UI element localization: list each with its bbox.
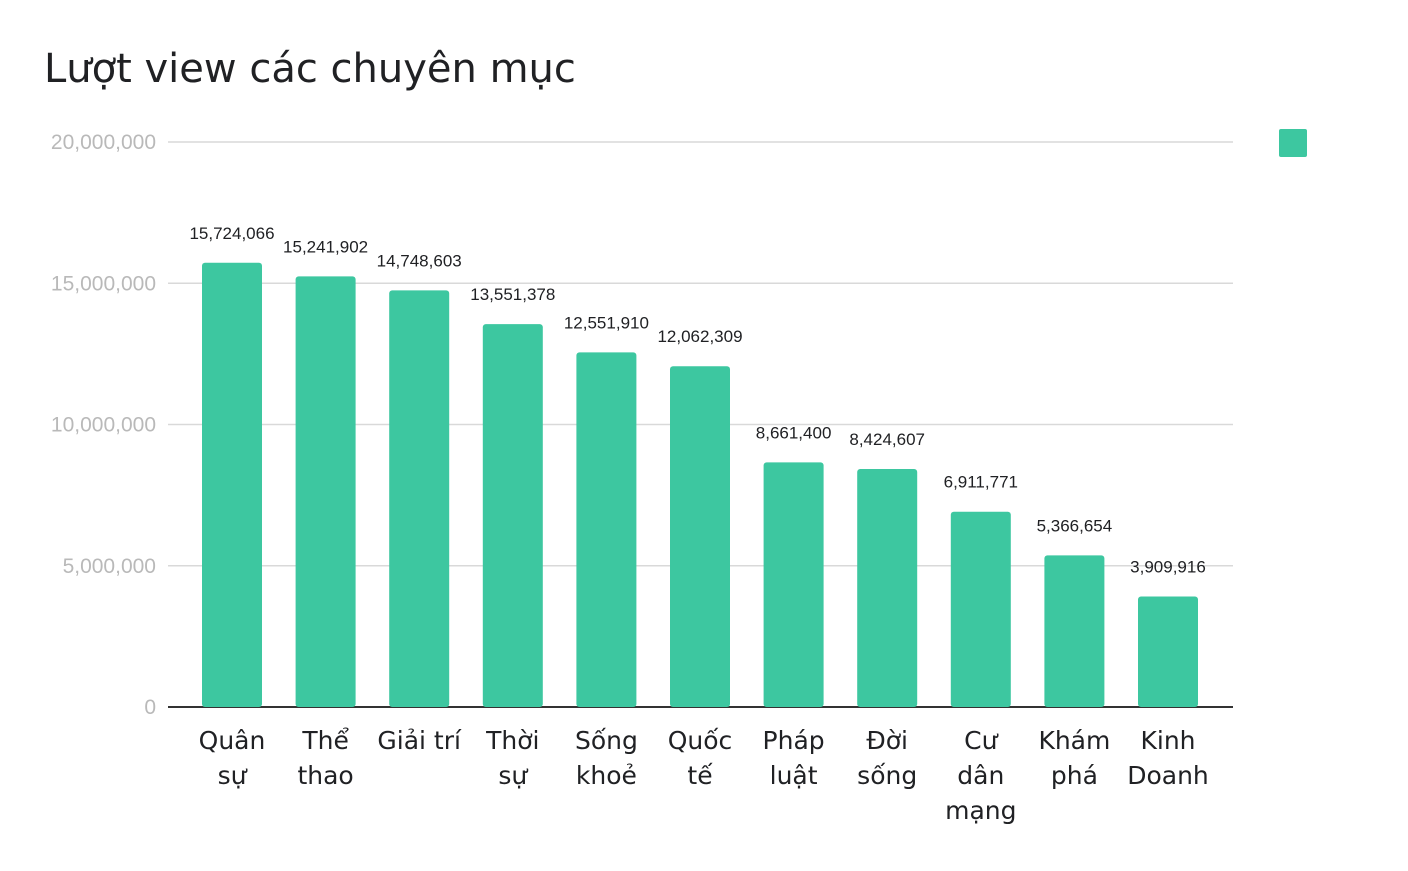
data-label: 8,661,400	[756, 423, 832, 442]
x-tick-label: Cư dân mạng	[945, 726, 1016, 825]
bar	[202, 262, 262, 707]
chart-title: Lượt view các chuyên mục	[44, 46, 576, 92]
data-label: 15,241,902	[283, 237, 368, 256]
x-tick-label: Khám phá	[1038, 726, 1110, 790]
x-tick-label: Thể thao	[297, 726, 353, 790]
bar	[576, 352, 637, 707]
bar	[1138, 596, 1198, 707]
bar	[857, 469, 918, 707]
data-labels: 15,724,066 15,241,902 14,748,603 13,551,378…	[189, 224, 1205, 577]
data-label: 13,551,378	[470, 285, 555, 304]
x-tick-label: Quốc tế	[668, 726, 733, 790]
bar	[295, 276, 356, 707]
data-label: 12,062,309	[657, 327, 742, 346]
y-tick-label: 5,000,000	[63, 555, 156, 578]
bars	[202, 262, 1198, 707]
y-tick-label: 20,000,000	[51, 131, 156, 154]
x-tick-label: Pháp luật	[763, 726, 825, 790]
y-tick-label: 10,000,000	[51, 414, 156, 437]
data-label: 8,424,607	[849, 430, 925, 449]
x-tick-label: Đời sống	[857, 726, 917, 790]
x-tick-label: Kinh Doanh	[1127, 726, 1209, 790]
legend	[1279, 129, 1307, 157]
x-tick-label: Giải trí	[377, 726, 462, 755]
legend-swatch	[1279, 129, 1307, 157]
y-tick-label: 0	[144, 696, 156, 719]
bar	[482, 324, 543, 707]
data-label: 15,724,066	[189, 224, 274, 243]
x-tick-label: Sống khoẻ	[575, 726, 638, 790]
data-label: 14,748,603	[377, 251, 462, 270]
category-labels: Quân sự Thể thao Giải trí Thời sự Sống khoẻ Quốc t…	[199, 726, 1209, 825]
x-tick-label: Quân sự	[199, 726, 266, 790]
data-label: 6,911,771	[944, 473, 1018, 492]
data-label: 3,909,916	[1130, 558, 1206, 577]
bar	[1044, 555, 1105, 707]
x-tick-label: Thời sự	[485, 726, 539, 790]
data-label: 12,551,910	[564, 313, 649, 332]
data-label: 5,366,654	[1037, 516, 1113, 535]
bar	[763, 462, 824, 707]
bar	[950, 511, 1011, 707]
bar	[670, 366, 730, 707]
bar	[389, 290, 450, 707]
y-tick-label: 15,000,000	[51, 272, 156, 295]
